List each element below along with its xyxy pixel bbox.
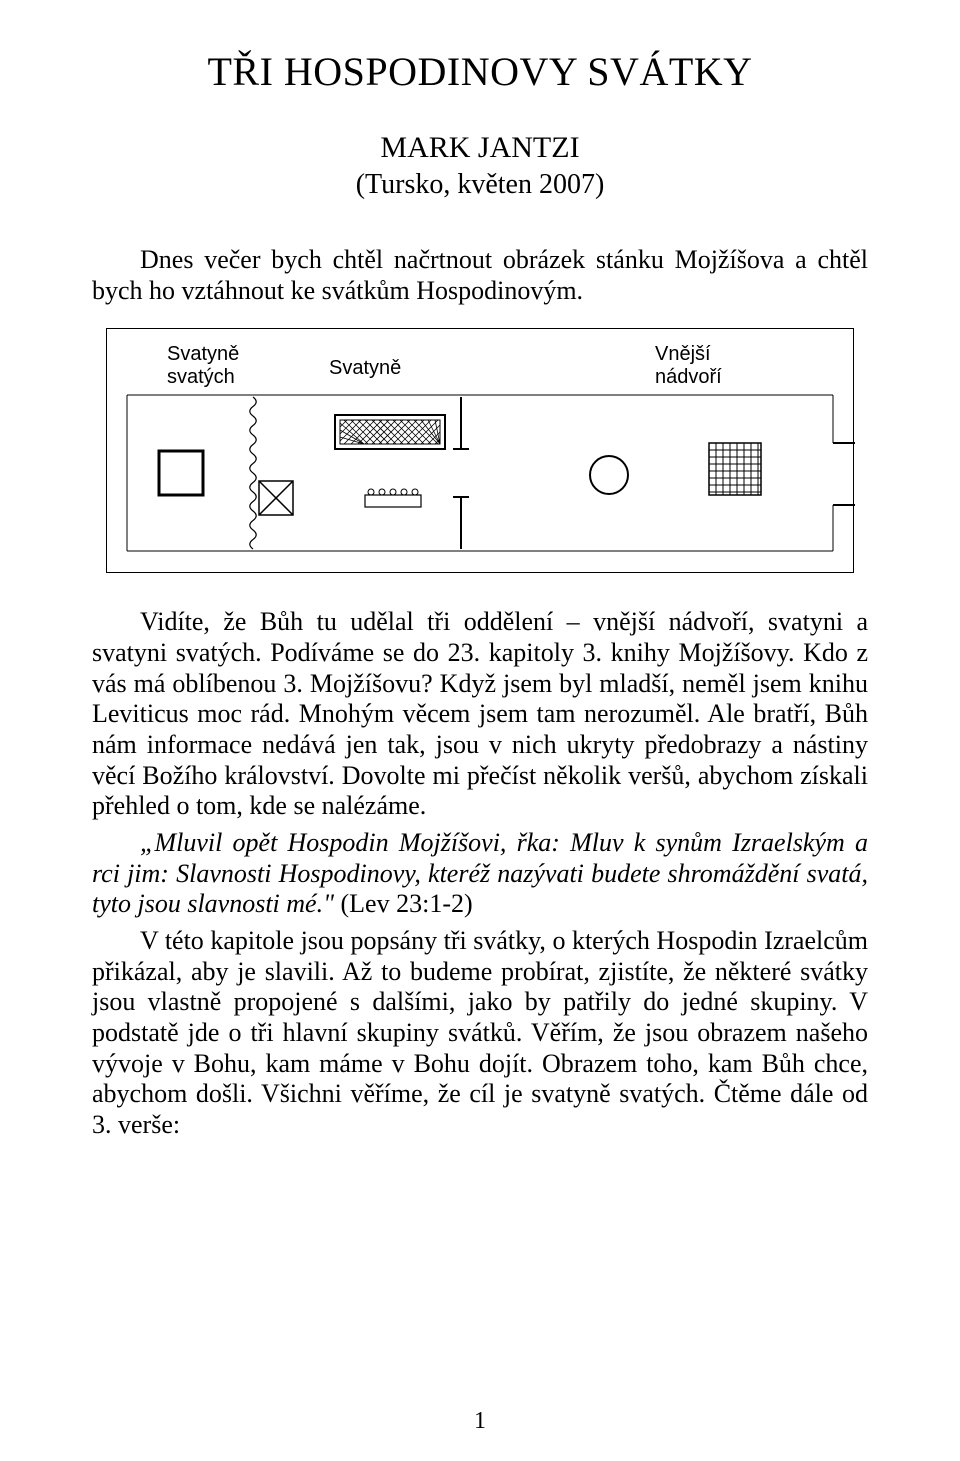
body-paragraph-1: Vidíte, že Bůh tu udělal tři oddělení – … bbox=[92, 607, 868, 822]
page-number: 1 bbox=[0, 1408, 960, 1435]
author-line: MARK JANTZI bbox=[92, 131, 868, 165]
place-date-line: (Tursko, květen 2007) bbox=[92, 169, 868, 201]
scripture-quote-text: „Mluvil opět Hospodin Mojžíšovi, řka: Ml… bbox=[92, 828, 868, 918]
document-page: TŘI HOSPODINOVY SVÁTKY MARK JANTZI (Turs… bbox=[0, 0, 960, 1461]
page-title: TŘI HOSPODINOVY SVÁTKY bbox=[92, 48, 868, 95]
intro-paragraph: Dnes večer bych chtěl načrtnout obrázek … bbox=[92, 245, 868, 306]
scripture-reference: (Lev 23:1-2) bbox=[334, 889, 473, 918]
body-paragraph-2: V této kapitole jsou popsány tři svátky,… bbox=[92, 926, 868, 1141]
tabernacle-diagram: Svatyně svatých Svatyně Vnější nádvoří bbox=[106, 328, 854, 573]
scripture-quote-paragraph: „Mluvil opět Hospodin Mojžíšovi, řka: Ml… bbox=[92, 828, 868, 920]
diagram-svg-host bbox=[107, 329, 853, 572]
